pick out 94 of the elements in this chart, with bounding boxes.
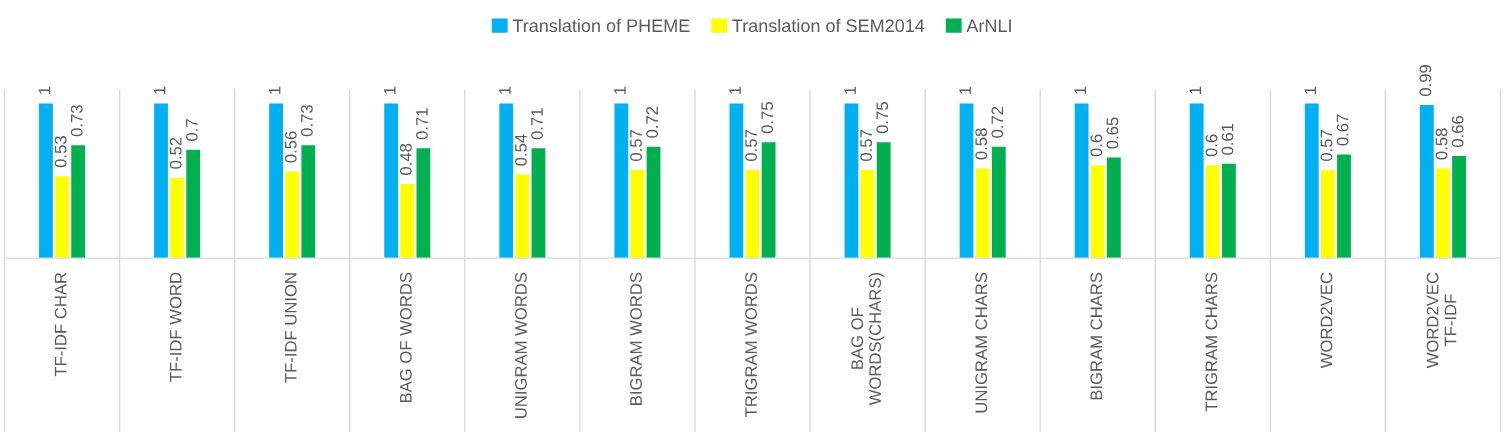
bar — [71, 145, 86, 259]
bar — [975, 168, 990, 259]
x-tick-label: TRIGRAM WORDS — [745, 272, 757, 417]
data-label: 0.75 — [761, 102, 774, 134]
data-label: 1 — [614, 86, 626, 94]
bar — [154, 103, 168, 259]
bar — [531, 148, 546, 259]
bar — [761, 142, 776, 259]
x-tick-label: UNIGRAM WORDS — [515, 272, 527, 418]
data-label: 0.56 — [284, 131, 297, 163]
x-tick-label: TF-IDF UNION — [284, 273, 297, 383]
data-label: 0.58 — [975, 128, 988, 160]
bar — [1222, 163, 1236, 259]
data-label: 0.66 — [1451, 116, 1464, 148]
x-tick-label: UNIGRAM CHARS — [975, 272, 988, 413]
data-label: 0.7 — [185, 119, 198, 141]
data-label: 0.54 — [515, 134, 527, 166]
x-tick-label: WORD2VEC — [1320, 272, 1333, 369]
bar — [1337, 154, 1351, 259]
bar — [959, 103, 974, 259]
bar — [416, 148, 431, 259]
bar — [55, 176, 69, 259]
bar — [1189, 103, 1204, 259]
bar — [646, 146, 661, 259]
bar — [301, 145, 316, 259]
data-label: 1 — [38, 86, 51, 94]
bar — [186, 149, 201, 259]
legend-label: ArNLI — [966, 19, 1011, 32]
bar — [39, 103, 53, 259]
bar — [1452, 156, 1466, 259]
bar — [844, 103, 859, 259]
bar — [729, 103, 744, 259]
data-label: 0.53 — [54, 136, 67, 168]
bar — [1205, 165, 1220, 259]
bar — [1106, 157, 1121, 259]
x-tick-label: BIGRAM CHARS — [1090, 272, 1103, 400]
bar — [400, 183, 415, 259]
bar — [285, 171, 300, 259]
x-tick-label: TF-IDF CHAR — [54, 272, 67, 377]
bar — [269, 103, 283, 259]
bar — [384, 103, 399, 259]
data-label: 0.99 — [1419, 65, 1432, 97]
data-label: 0.72 — [646, 106, 659, 138]
data-label: 0.65 — [1106, 117, 1119, 149]
bar — [1304, 103, 1319, 259]
data-label: 0.57 — [860, 130, 873, 161]
data-label: 0.57 — [1320, 130, 1333, 161]
x-tick-label: BAG OF WORDS(CHARS) — [851, 273, 885, 406]
x-tick-label: WORD2VEC TF-IDF — [1426, 272, 1457, 369]
bar — [1074, 103, 1089, 259]
data-label: 1 — [1189, 86, 1201, 94]
bar — [614, 103, 629, 259]
data-label: 0.6 — [1090, 134, 1103, 157]
data-label: 1 — [1304, 86, 1317, 94]
bar — [1419, 105, 1434, 259]
data-label: 0.67 — [1336, 114, 1349, 146]
data-label: 1 — [1074, 86, 1086, 94]
bar — [499, 103, 514, 259]
data-label: 0.48 — [399, 143, 412, 175]
bar — [991, 146, 1006, 259]
data-label: 1 — [268, 86, 281, 94]
data-label: 1 — [499, 86, 511, 94]
data-label: 0.57 — [745, 130, 757, 161]
legend-label: Translation of PHEME — [512, 18, 690, 33]
data-label: 0.6 — [1205, 134, 1218, 157]
data-label: 0.58 — [1435, 128, 1448, 160]
data-label: 0.57 — [630, 130, 642, 161]
bar — [515, 174, 530, 259]
data-label: 0.73 — [70, 105, 83, 137]
legend-label: Translation of SEM2014 — [732, 18, 925, 33]
data-label: 0.75 — [876, 102, 889, 134]
data-label: 1 — [729, 86, 741, 94]
data-label: 0.71 — [531, 108, 543, 140]
data-label: 1 — [384, 86, 396, 94]
bar — [1090, 165, 1105, 259]
x-tick-label: BAG OF WORDS — [399, 272, 412, 403]
data-label: 1 — [153, 86, 166, 94]
data-label: 0.73 — [300, 105, 313, 137]
bar — [1436, 168, 1450, 259]
data-label: 0.52 — [169, 137, 182, 169]
data-label: 0.72 — [991, 106, 1004, 138]
bar — [860, 169, 875, 259]
data-label: 0.61 — [1221, 123, 1234, 155]
x-tick-label: TRIGRAM CHARS — [1205, 272, 1218, 412]
data-label: 0.71 — [416, 108, 428, 140]
bar — [876, 142, 891, 259]
bar — [745, 169, 760, 259]
bar — [630, 169, 645, 259]
bar — [170, 177, 185, 259]
x-tick-label: TF-IDF WORD — [169, 272, 182, 382]
data-label: 1 — [959, 86, 971, 94]
data-label: 1 — [844, 86, 856, 94]
bar — [1320, 169, 1335, 259]
x-tick-label: BIGRAM WORDS — [630, 272, 642, 405]
